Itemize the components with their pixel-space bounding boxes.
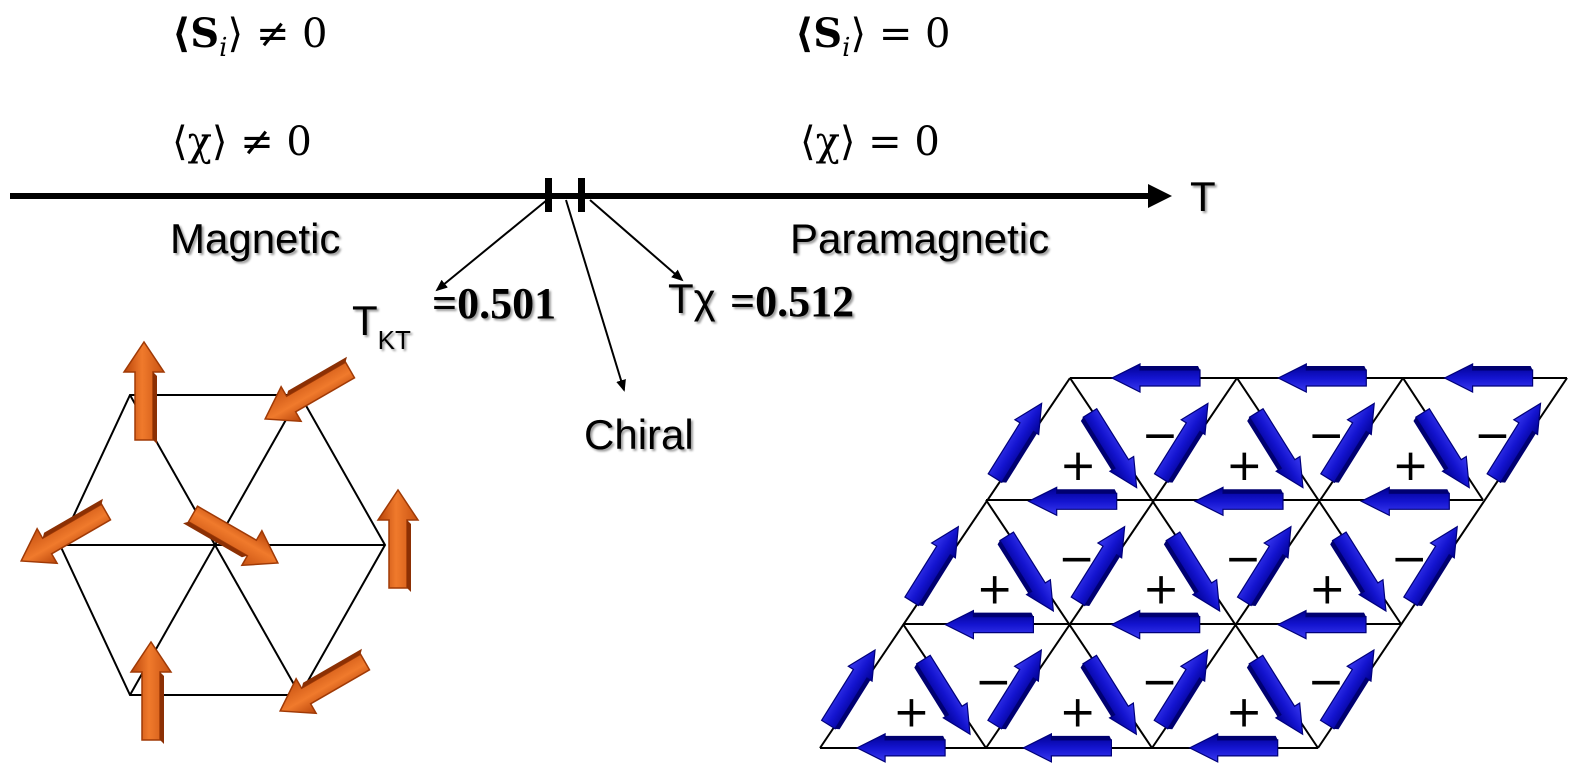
chirality-plus-sign: +: [1059, 687, 1096, 738]
tchi-temperature-symbol: Tχ: [668, 275, 716, 322]
disordered-spin-symbol: ⟨S: [795, 10, 843, 57]
chirality-plus-sign: +: [893, 687, 930, 738]
orange-spin-arrow: [377, 489, 419, 593]
paramagnetic-phase-label: Paramagnetic: [790, 215, 1050, 262]
blue-spin-arrow: [1111, 363, 1201, 393]
blue-spin-arrow: [1111, 609, 1201, 640]
magnetic-phase-label: Magnetic: [170, 215, 341, 262]
chirality-plus-sign: +: [1060, 440, 1097, 491]
chirality-plus-sign: +: [1309, 563, 1346, 614]
kt-pointer-arrow: [435, 199, 548, 292]
blue-spin-arrow: [856, 733, 946, 763]
orange-spin-arrow: [178, 493, 289, 582]
ordered-spin-symbol: ⟨S: [172, 10, 220, 57]
chirality-plus-sign: +: [976, 563, 1013, 614]
disordered-spin-subscript: i: [842, 33, 851, 63]
temperature-axis-arrowhead: [1148, 184, 1172, 208]
blue-spin-arrow: [815, 641, 888, 733]
kt-temperature-value: =0.501: [432, 279, 557, 328]
chirality-minus-sign: −: [1142, 410, 1179, 461]
chirality-minus-sign: −: [1308, 657, 1345, 708]
disordered-spin-relation: ⟩ = 0: [850, 11, 951, 57]
blue-spin-arrow: [1277, 609, 1367, 640]
chirality-minus-sign: −: [1225, 533, 1262, 584]
blue-spin-arrow: [1443, 363, 1534, 393]
orange-spin-arrow: [254, 349, 365, 438]
ordered-chirality-formula: ⟨χ⟩ ≠ 0: [172, 119, 312, 165]
blue-spin-arrow: [982, 395, 1055, 487]
ordered-spin-formula: ⟨Si⟩ ≠ 0: [172, 11, 328, 63]
blue-spin-arrow: [1022, 733, 1113, 763]
orange-spin-arrow: [10, 491, 121, 580]
orange-spin-arrow: [130, 641, 172, 745]
tchi-pointer-arrow: [589, 199, 684, 282]
chirality-plus-sign: +: [1226, 687, 1263, 738]
chirality-minus-sign: −: [1141, 657, 1178, 708]
kt-transition-tick: [545, 178, 552, 212]
kt-subscript: KT: [377, 325, 411, 355]
kt-symbol: T: [352, 297, 378, 344]
ordered-spin-relation: ⟩ ≠ 0: [227, 11, 328, 57]
chirality-minus-sign: −: [1391, 533, 1428, 584]
chirality-minus-sign: −: [975, 657, 1012, 708]
tchi-temperature-value: =0.512: [730, 277, 855, 326]
chirality-plus-sign: +: [1226, 440, 1263, 491]
disordered-spin-formula: ⟨Si⟩ = 0: [795, 11, 951, 63]
chirality-minus-sign: −: [1058, 533, 1095, 584]
chirality-signs: +−+−+−+−+−+−+−+−+−: [893, 410, 1511, 738]
chirality-minus-sign: −: [1474, 410, 1511, 461]
chirality-plus-sign: +: [1392, 440, 1429, 491]
chirality-plus-sign: +: [1143, 563, 1180, 614]
orange-spin-arrow: [123, 341, 165, 445]
blue-spin-arrow: [1277, 363, 1367, 393]
chiral-pointer-arrow: [565, 199, 626, 392]
blue-spin-arrow: [1189, 733, 1279, 763]
ordered-spin-subscript: i: [219, 33, 228, 63]
disordered-chirality-formula: ⟨χ⟩ = 0: [800, 119, 940, 165]
orange-spin-arrow: [269, 641, 380, 730]
blue-spin-arrow: [1028, 486, 1118, 516]
chirality-minus-sign: −: [1308, 410, 1345, 461]
blue-spin-arrow: [1360, 486, 1450, 516]
chiral-phase-label: Chiral: [584, 411, 694, 458]
blue-spin-arrow: [944, 609, 1035, 640]
chiral-transition-tick: [578, 178, 585, 212]
blue-spin-arrow: [899, 518, 971, 610]
blue-spin-arrow: [1194, 486, 1284, 516]
kt-temperature-symbol: TKT: [352, 297, 411, 354]
temperature-axis-label: T: [1190, 173, 1216, 220]
